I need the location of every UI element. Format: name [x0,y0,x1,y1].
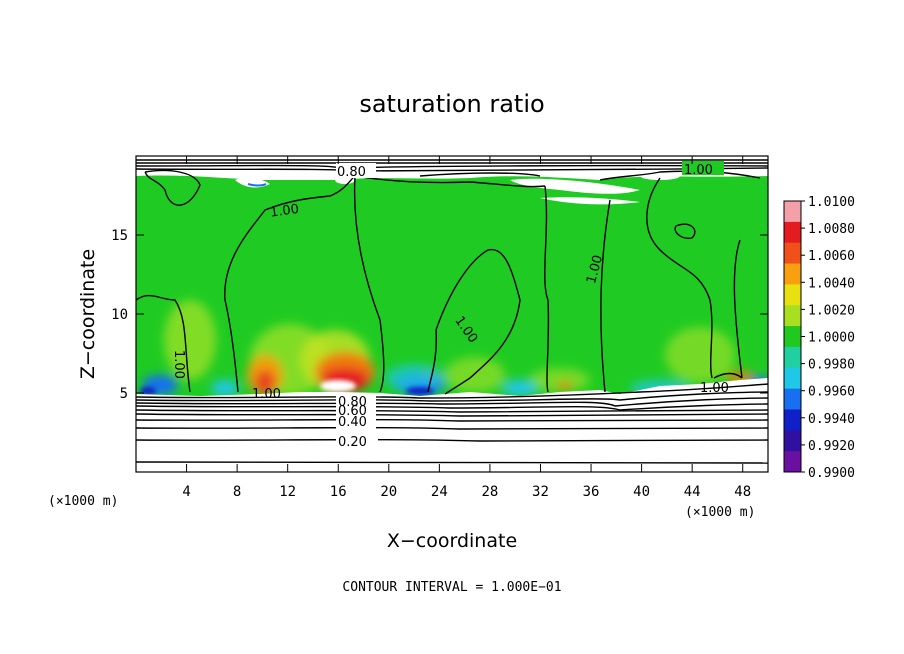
y-tick-label: 10 [111,307,128,323]
plot-area: 0.80 1.00 1.00 1.00 1.00 1.00 1.00 1.00 … [136,156,768,472]
contour-label: 0.80 [338,395,367,410]
contour-interval-note: CONTOUR INTERVAL = 1.000E−01 [342,580,561,595]
contour-label: 1.00 [700,381,729,396]
x-tick-label: 44 [684,484,701,500]
x-axis-title: X−coordinate [387,530,517,552]
x-tick-label: 12 [279,484,296,500]
contour-label: 1.00 [684,163,713,178]
colorbar-swatch [784,409,801,431]
x-axis: 4 8 12 16 20 24 28 32 36 40 44 48 [182,156,751,500]
colorbar-label: 1.0080 [808,222,855,237]
x-tick-label: 8 [233,484,241,500]
colorbar-swatch [784,263,801,285]
x-tick-label: 48 [734,484,751,500]
contour-label: 0.20 [338,435,367,450]
colorbar-label: 0.9900 [808,466,855,481]
colorbar-swatch [784,388,801,410]
x-tick-label: 32 [532,484,549,500]
colorbar-label: 0.9980 [808,358,855,373]
contour-label: 0.80 [337,165,366,180]
colorbar-swatch [784,430,801,452]
colorbar-label: 1.0100 [808,195,855,210]
colorbar-swatch [784,221,801,244]
x-tick-label: 40 [633,484,650,500]
colorbar-swatch [784,367,801,390]
colorbar: 1.0100 1.0080 1.0060 1.0040 1.0020 1.0000 0.99… [783,195,855,481]
x-unit-right: (×1000 m) [685,505,755,520]
colorbar-swatch [784,451,801,473]
colorbar-swatch [784,346,801,369]
contour-label: 0.60 [338,404,367,419]
contour-label: 1.00 [584,254,606,286]
colorbar-swatch [784,326,801,348]
colorbar-label: 1.0020 [808,303,855,318]
x-tick-label: 36 [583,484,600,500]
contour-label-group: 0.80 1.00 1.00 1.00 1.00 1.00 1.00 1.00 … [171,161,729,450]
chart-title: saturation ratio [359,90,544,118]
colorbar-label: 1.0000 [808,331,855,346]
colorbar-label: 0.9960 [808,385,855,400]
colorbar-label: 1.0040 [808,276,855,291]
x-tick-label: 4 [182,484,190,500]
y-tick-label: 5 [120,386,128,402]
colorbar-swatch [784,305,801,327]
y-axis: 5 10 15 [111,228,768,402]
field-detail [140,380,434,395]
colorbar-swatch [784,201,801,223]
x-tick-label: 28 [481,484,498,500]
contour-label: 1.00 [269,202,300,221]
colorbar-swatch [784,242,801,265]
field-green [136,170,768,396]
colorbar-swatch [784,284,801,306]
x-tick-label: 16 [330,484,347,500]
contour-label: 1.00 [252,387,281,402]
colorbar-label: 0.9920 [808,439,855,454]
contour-label: 0.40 [338,415,367,430]
y-axis-title: Z−coordinate [77,249,99,379]
x-unit-left: (×1000 m) [48,494,118,509]
contour-label: 1.00 [171,350,186,379]
colorbar-label: 0.9940 [808,412,855,427]
x-tick-label: 24 [431,484,448,500]
colorbar-label: 1.0060 [808,249,855,264]
y-tick-label: 15 [111,228,128,244]
lower-region [136,378,768,472]
x-tick-label: 20 [380,484,397,500]
